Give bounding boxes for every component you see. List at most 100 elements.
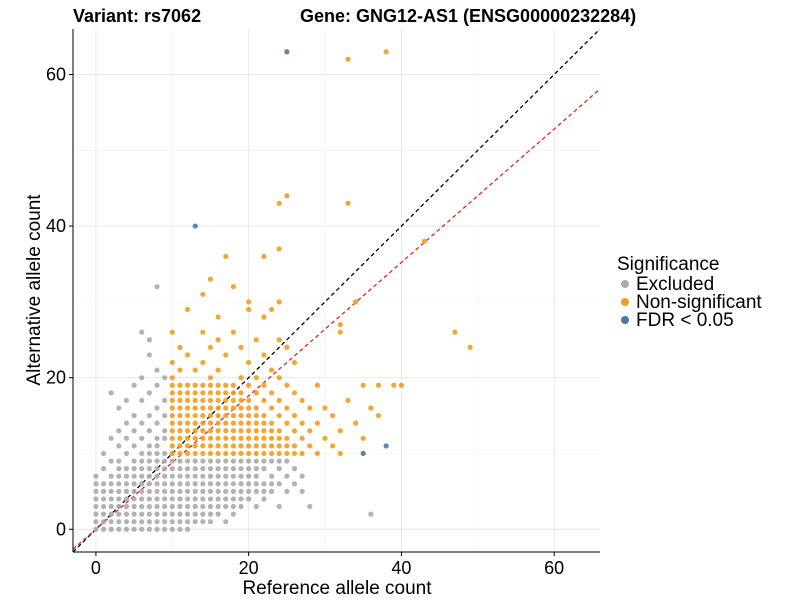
data-point xyxy=(383,443,389,449)
data-point xyxy=(177,397,183,404)
data-point xyxy=(93,503,99,510)
data-point xyxy=(169,481,175,487)
data-point xyxy=(139,488,145,494)
data-point xyxy=(169,405,175,411)
data-point xyxy=(200,503,206,510)
data-point xyxy=(261,466,267,472)
data-point xyxy=(131,511,137,517)
data-point xyxy=(177,519,183,525)
data-point xyxy=(246,428,252,434)
data-point xyxy=(177,481,183,487)
data-point xyxy=(246,481,252,487)
data-point xyxy=(246,397,252,404)
data-point xyxy=(162,496,168,502)
data-point xyxy=(139,503,145,510)
data-point xyxy=(230,329,236,335)
data-point xyxy=(276,397,282,404)
data-point xyxy=(169,359,175,366)
data-point xyxy=(108,458,114,464)
data-point xyxy=(169,397,175,404)
data-point xyxy=(253,412,259,419)
data-point xyxy=(215,314,221,320)
data-point xyxy=(238,428,244,434)
data-point xyxy=(139,450,145,457)
data-point xyxy=(230,382,236,388)
data-point xyxy=(253,390,259,396)
data-point xyxy=(200,450,206,457)
data-point xyxy=(238,466,244,472)
data-point xyxy=(215,496,221,502)
data-point xyxy=(223,466,229,472)
x-tick-label: 60 xyxy=(544,558,564,578)
data-point xyxy=(276,299,282,305)
data-point xyxy=(215,473,221,479)
data-point xyxy=(116,496,122,502)
data-point xyxy=(131,488,137,494)
data-point xyxy=(116,473,122,479)
data-point xyxy=(284,458,290,464)
data-point xyxy=(200,420,206,426)
data-point xyxy=(238,473,244,479)
data-point xyxy=(116,458,122,464)
reference-lines xyxy=(73,29,600,552)
data-point xyxy=(177,420,183,426)
data-point xyxy=(100,526,107,532)
data-point xyxy=(223,503,229,510)
data-point xyxy=(192,443,198,449)
data-point xyxy=(207,450,214,457)
data-point xyxy=(146,511,152,517)
data-point xyxy=(238,503,244,510)
data-point xyxy=(253,443,259,449)
data-point xyxy=(230,466,236,472)
data-point xyxy=(200,473,206,479)
chart-title-gene: Gene: GNG12-AS1 (ENSG00000232284) xyxy=(300,6,636,26)
data-point xyxy=(284,420,290,426)
data-point xyxy=(100,496,107,502)
data-point xyxy=(200,412,206,419)
data-point xyxy=(261,481,267,487)
data-point xyxy=(154,284,160,290)
data-point xyxy=(207,496,214,502)
data-point xyxy=(139,526,145,532)
data-point xyxy=(116,443,122,449)
data-point xyxy=(192,428,198,434)
data-point xyxy=(200,466,206,472)
data-point xyxy=(192,397,198,404)
data-point xyxy=(169,488,175,494)
data-point xyxy=(375,382,382,388)
data-point xyxy=(238,443,244,449)
data-point xyxy=(123,435,130,441)
data-point xyxy=(276,458,282,464)
data-point xyxy=(169,412,175,419)
data-point xyxy=(230,503,236,510)
data-point xyxy=(238,412,244,419)
data-point xyxy=(261,253,267,259)
data-point xyxy=(261,496,267,502)
data-point xyxy=(177,390,183,396)
data-point xyxy=(192,496,198,502)
data-point xyxy=(177,435,183,441)
x-tick-label: 0 xyxy=(91,558,101,578)
data-point xyxy=(345,200,351,206)
data-point xyxy=(383,49,389,55)
data-point xyxy=(131,503,137,510)
plot-grid xyxy=(73,29,600,552)
data-point xyxy=(223,496,229,502)
x-axis-title: Reference allele count xyxy=(242,578,432,599)
data-point xyxy=(131,443,137,449)
data-point xyxy=(246,299,252,305)
data-point xyxy=(93,488,99,494)
data-point xyxy=(154,450,160,457)
data-point xyxy=(169,511,175,517)
data-point xyxy=(169,496,175,502)
legend-key xyxy=(621,280,629,288)
data-point xyxy=(207,503,214,510)
chart-title-variant: Variant: rs7062 xyxy=(73,6,201,26)
data-point xyxy=(284,473,290,479)
data-point xyxy=(169,443,175,449)
data-point xyxy=(246,405,252,411)
data-point xyxy=(177,488,183,494)
data-point xyxy=(200,329,206,335)
data-point xyxy=(238,397,244,404)
legend-key xyxy=(621,316,629,324)
